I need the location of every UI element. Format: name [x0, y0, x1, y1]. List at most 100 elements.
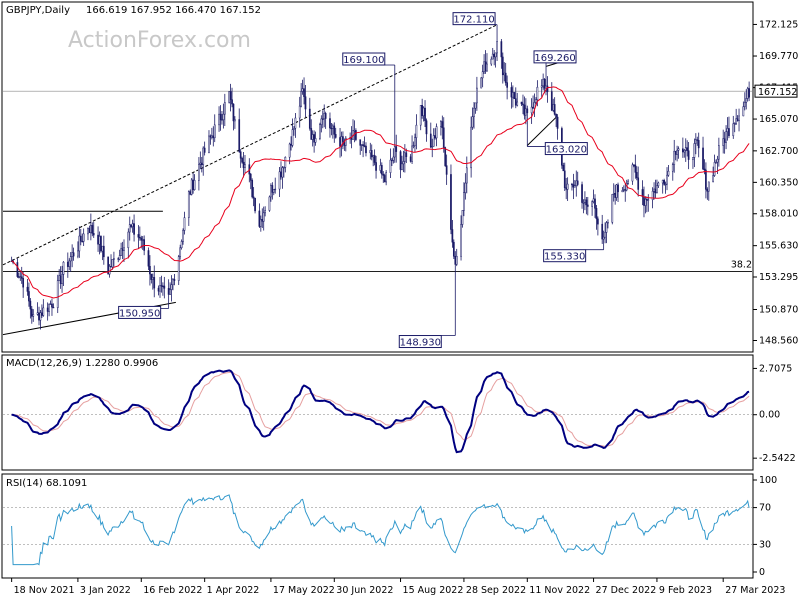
candle-body: [415, 124, 418, 138]
candle-body: [100, 236, 102, 252]
candle-body: [705, 169, 707, 190]
candle-body: [259, 219, 262, 227]
price-tick-label: 165.070: [759, 114, 798, 125]
candle-body: [735, 118, 738, 124]
candle-body: [202, 147, 205, 166]
candle-body: [503, 72, 506, 76]
x-tick-label: 11 Nov 2022: [529, 585, 590, 596]
candle-body: [49, 303, 52, 305]
candle-body: [389, 159, 392, 173]
candle-body: [484, 61, 487, 72]
candle-body: [491, 53, 494, 60]
candle-body: [604, 232, 606, 238]
candle-body: [621, 190, 624, 193]
candle-body: [138, 237, 141, 239]
pivot-label: 169.100: [343, 55, 384, 66]
candle-body: [190, 179, 193, 195]
candle-body: [635, 172, 638, 179]
last-price-tag: [754, 84, 798, 98]
x-tick-label: 27 Mar 2023: [725, 585, 785, 596]
candle-body: [159, 285, 161, 292]
x-tick-label: 16 Feb 2022: [143, 585, 202, 596]
rsi-tick-label: 30: [759, 539, 771, 550]
candle-body: [108, 266, 111, 275]
candle-body: [360, 144, 363, 146]
candle-body: [745, 98, 748, 103]
candle-body: [252, 196, 255, 199]
candle-body: [151, 277, 154, 280]
candle-body: [674, 150, 677, 155]
candle-body: [208, 135, 210, 153]
candle-body: [504, 72, 507, 83]
pivot-box: [543, 249, 587, 263]
candle-body: [611, 194, 614, 223]
candle-body: [591, 201, 593, 207]
candle-body: [673, 150, 676, 165]
candle-body: [677, 148, 680, 151]
candle-body: [98, 236, 101, 245]
candle-body: [51, 303, 53, 308]
candle-body: [501, 56, 504, 76]
candle-body: [565, 187, 568, 190]
candle-body: [421, 105, 424, 117]
candle-body: [633, 164, 635, 166]
pivot-box: [398, 335, 442, 349]
price-panel: [1, 1, 754, 353]
candle-body: [742, 106, 745, 117]
candle-body: [288, 143, 291, 158]
candle-body: [19, 276, 22, 278]
candle-body: [746, 88, 749, 99]
candle-body: [81, 240, 84, 243]
candle-body: [342, 136, 344, 142]
candle-body: [182, 230, 184, 242]
candle-body: [264, 210, 266, 214]
candle-body: [283, 167, 285, 169]
candle-body: [651, 190, 654, 201]
candle-body: [615, 184, 618, 198]
wedge-lower-line: [526, 116, 557, 146]
candle-body: [170, 284, 173, 290]
price-axis: 172.125169.770167.415165.070162.700160.3…: [753, 19, 798, 346]
candle-body: [199, 162, 202, 165]
candle-body: [614, 193, 617, 198]
candle-body: [494, 52, 497, 58]
candle-body: [30, 308, 33, 317]
candle-body: [149, 265, 151, 275]
candle-body: [111, 259, 114, 268]
candle-body: [56, 280, 59, 308]
price-tick-label: 160.350: [759, 177, 798, 188]
candle-body: [121, 248, 124, 251]
candle-body: [137, 234, 140, 238]
candle-body: [153, 277, 156, 289]
candle-body: [553, 104, 556, 115]
candle-body: [402, 161, 405, 165]
candle-body: [707, 181, 710, 192]
candle-body: [392, 156, 395, 161]
candle-body: [715, 161, 717, 164]
candle-body: [291, 129, 294, 146]
candle-body: [172, 279, 174, 285]
candle-body: [87, 228, 89, 235]
candle-body: [455, 255, 458, 265]
price-tick-label: 158.010: [759, 209, 798, 220]
candle-body: [183, 217, 186, 231]
candle-body: [676, 149, 678, 155]
candle-body: [180, 241, 183, 249]
candle-body: [391, 159, 393, 162]
candle-body: [686, 147, 689, 151]
candle-body: [533, 102, 536, 109]
candle-body: [382, 173, 385, 176]
candle-body: [617, 184, 619, 193]
candle-body: [251, 180, 254, 198]
candle-body: [244, 164, 246, 168]
candle-body: [556, 116, 559, 129]
candle-body: [486, 63, 488, 72]
watermark: ActionForex.com: [68, 28, 251, 53]
pivot-box: [118, 305, 162, 319]
candle-body: [643, 196, 645, 206]
candle-body: [323, 113, 326, 120]
candle-body: [300, 91, 303, 107]
candle-body: [476, 87, 478, 104]
candle-body: [520, 101, 523, 105]
candle-body: [460, 224, 462, 257]
